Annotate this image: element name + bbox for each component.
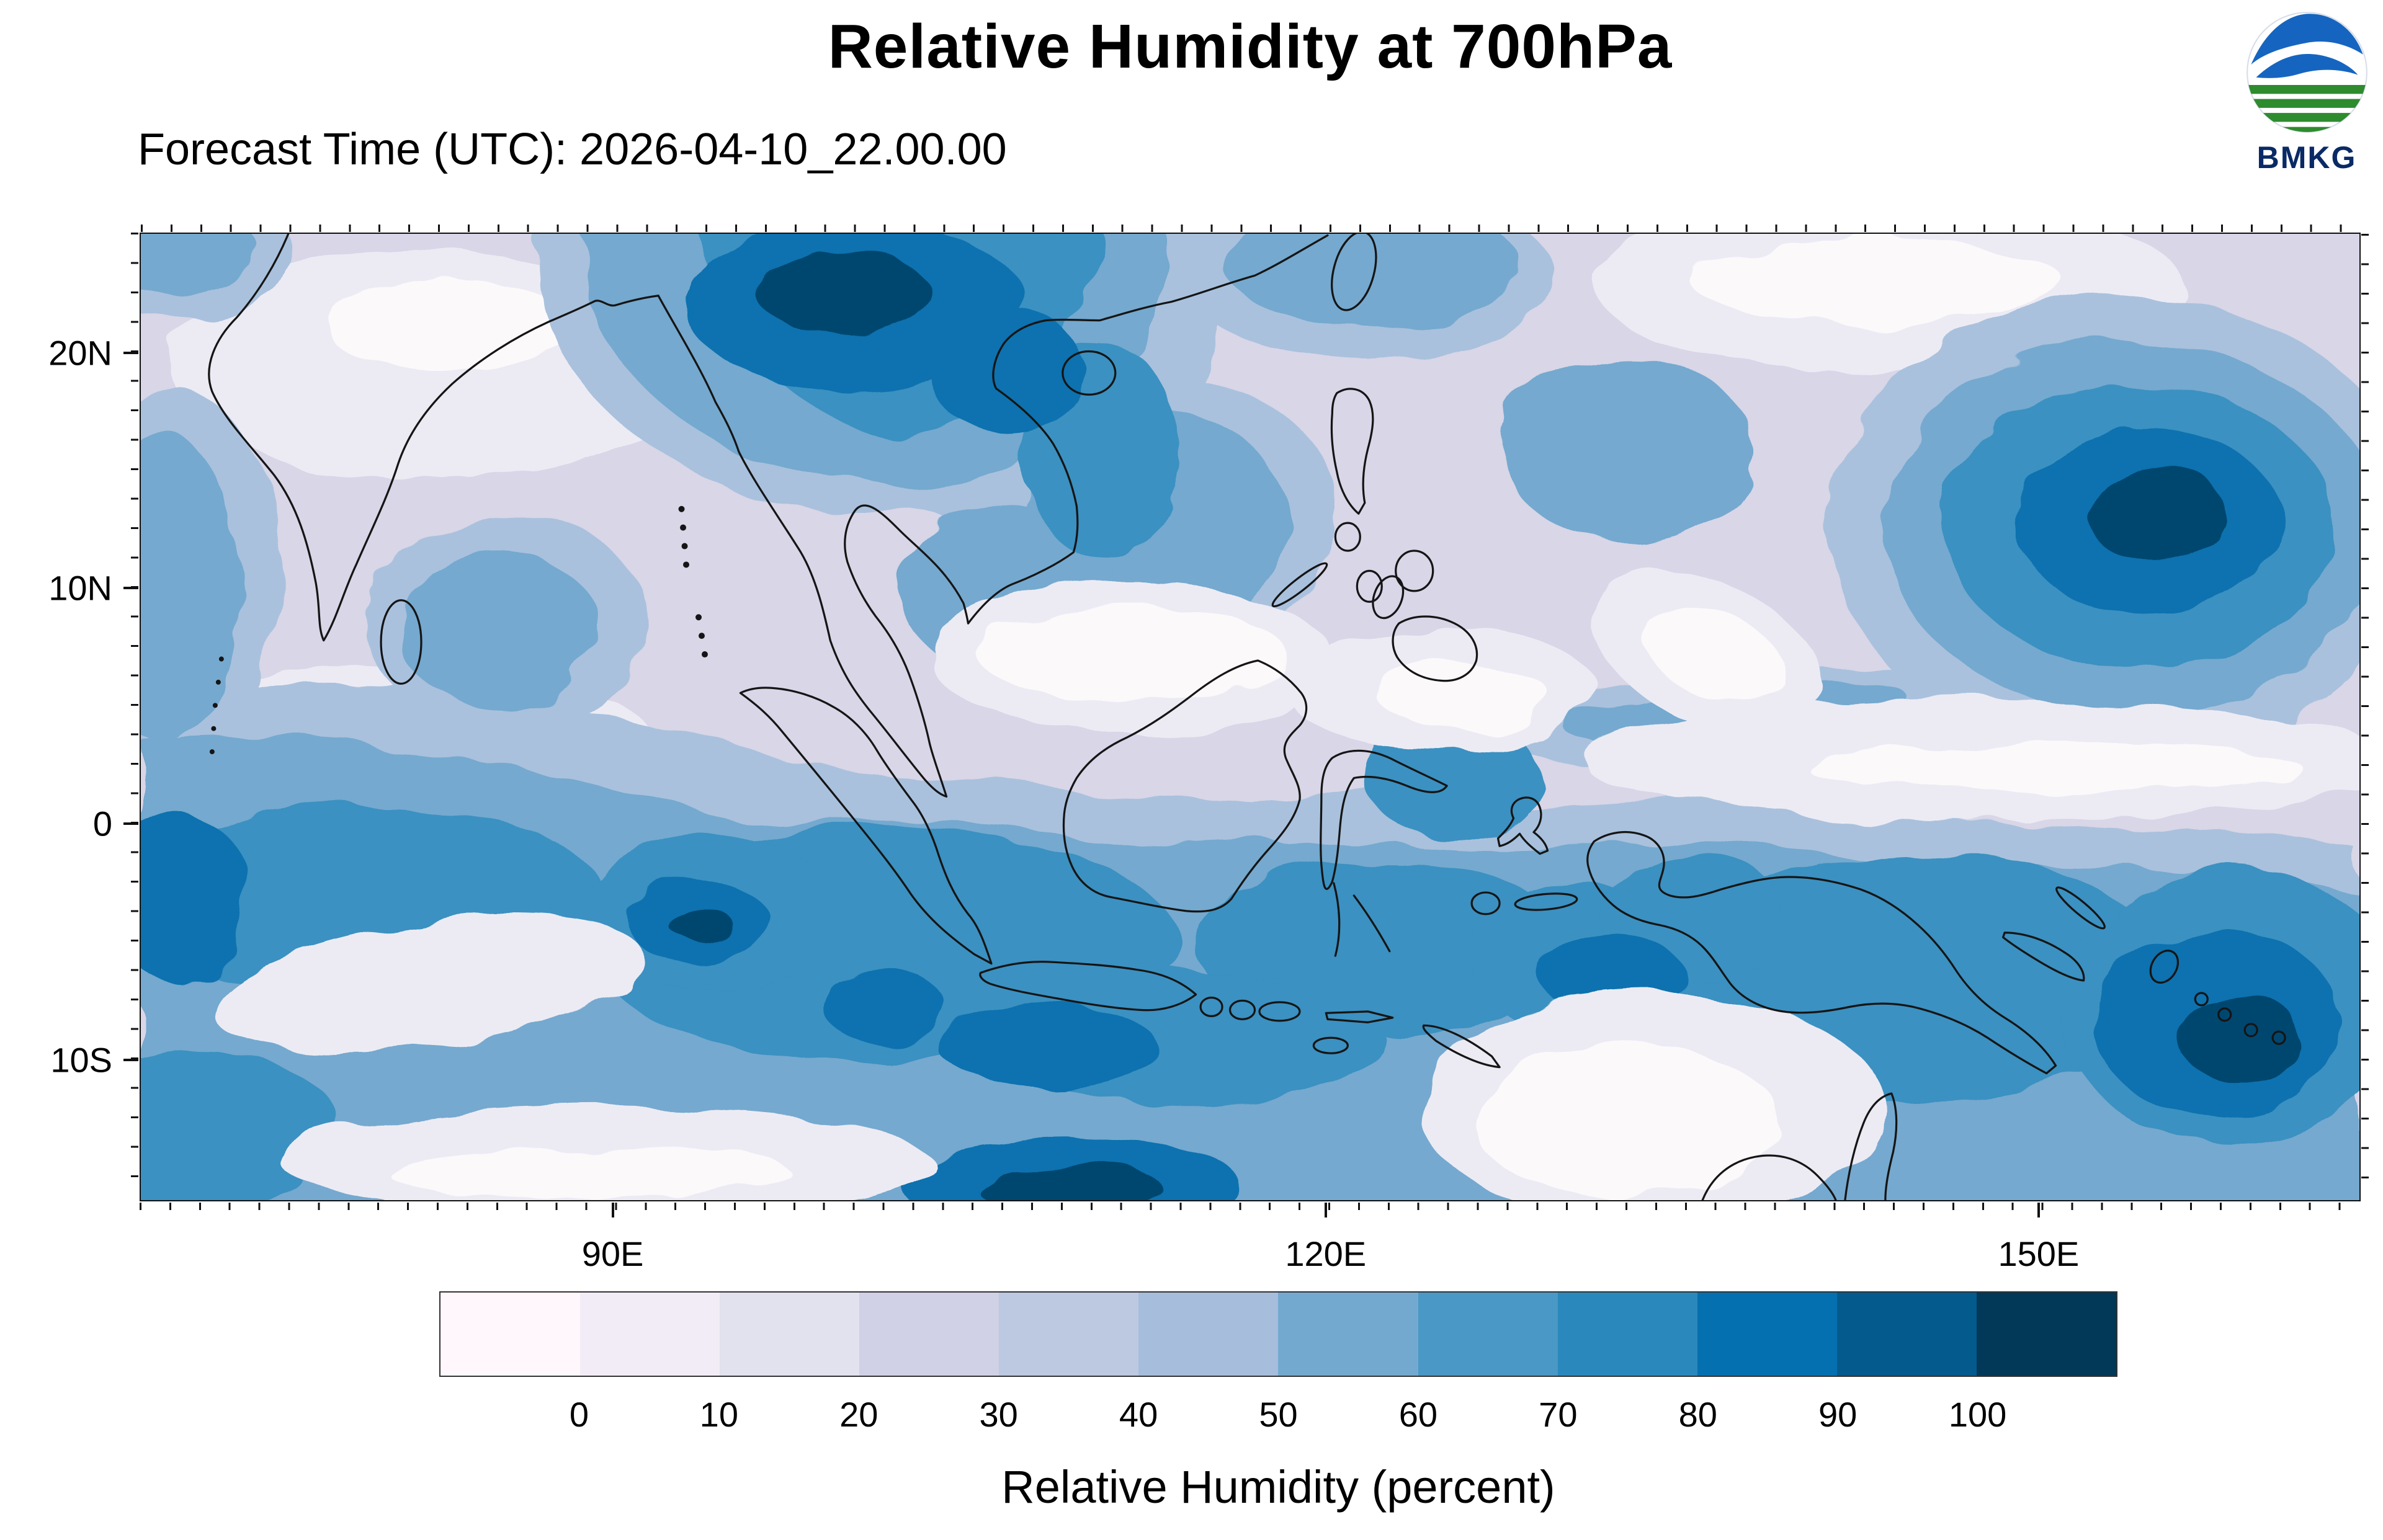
colorbar-cell: [1278, 1293, 1418, 1376]
colorbar-cell: [1697, 1293, 1837, 1376]
minor-ticks-left: [131, 233, 138, 1201]
colorbar-tick-label: 70: [1539, 1395, 1578, 1434]
colorbar-cell: [720, 1293, 860, 1376]
chart-title: Relative Humidity at 700hPa: [828, 12, 1673, 81]
bmkg-logo: BMKG: [2238, 9, 2375, 176]
map-plot: [140, 225, 2369, 1201]
colorbar-tick-label: 0: [569, 1395, 589, 1434]
lat-tick-label: 20N: [48, 333, 112, 373]
bmkg-logo-icon: [2246, 12, 2367, 133]
lon-tick-label: 150E: [1998, 1234, 2080, 1273]
colorbar-tick-label: 90: [1818, 1395, 1858, 1434]
colorbar-tick-labels: 0 10 20 30 40 50 60 70 80 90 100: [439, 1394, 2117, 1438]
colorbar-tick-label: 50: [1259, 1395, 1298, 1434]
colorbar-tick-label: 60: [1398, 1395, 1438, 1434]
bmkg-logo-text: BMKG: [2256, 140, 2357, 175]
colorbar-cells: [440, 1293, 2116, 1376]
minor-ticks-top: [141, 225, 2359, 232]
forecast-time-label: Forecast Time (UTC): 2026-04-10_22.00.00: [138, 125, 1007, 174]
colorbar-tick-label: 80: [1678, 1395, 1717, 1434]
coastlines: [208, 234, 2286, 1200]
lon-tick-mark: [611, 1203, 614, 1217]
lat-axis: 20N 10N 0 10S: [0, 233, 140, 1201]
colorbar-cell: [580, 1293, 720, 1376]
colorbar-cell: [1836, 1293, 1977, 1376]
humidity-map: [141, 234, 2359, 1200]
colorbar-cell: [440, 1293, 581, 1376]
lat-tick-label: 0: [92, 804, 112, 843]
lon-axis: 90E 120E 150E: [140, 1201, 2361, 1294]
colorbar: [439, 1291, 2117, 1377]
lat-tick-mark: [123, 1058, 138, 1061]
lat-tick-mark: [123, 351, 138, 354]
colorbar-cell: [1418, 1293, 1558, 1376]
humidity-field: [141, 234, 2359, 1200]
colorbar-cell: [999, 1293, 1139, 1376]
lon-tick-label: 120E: [1285, 1234, 1367, 1273]
lon-tick-label: 90E: [581, 1234, 644, 1273]
colorbar-tick-label: 30: [979, 1395, 1018, 1434]
minor-ticks-bottom: [140, 1203, 2361, 1210]
colorbar-tick-label: 20: [839, 1395, 879, 1434]
minor-ticks-right: [2361, 234, 2369, 1200]
colorbar-title: Relative Humidity (percent): [1001, 1461, 1555, 1513]
lon-tick-mark: [1324, 1203, 1327, 1217]
colorbar-tick-label: 10: [699, 1395, 738, 1434]
small-island-dots: [209, 505, 708, 755]
colorbar-tick-label: 100: [1948, 1395, 2007, 1434]
lat-tick-mark: [123, 822, 138, 825]
lat-tick-mark: [123, 587, 138, 590]
colorbar-cell: [1557, 1293, 1697, 1376]
colorbar-tick-label: 40: [1119, 1395, 1158, 1434]
colorbar-cell: [1976, 1293, 2116, 1376]
colorbar-cell: [859, 1293, 999, 1376]
lat-tick-label: 10S: [50, 1040, 112, 1080]
colorbar-cell: [1138, 1293, 1279, 1376]
lat-tick-label: 10N: [48, 568, 112, 608]
lon-tick-mark: [2037, 1203, 2040, 1217]
